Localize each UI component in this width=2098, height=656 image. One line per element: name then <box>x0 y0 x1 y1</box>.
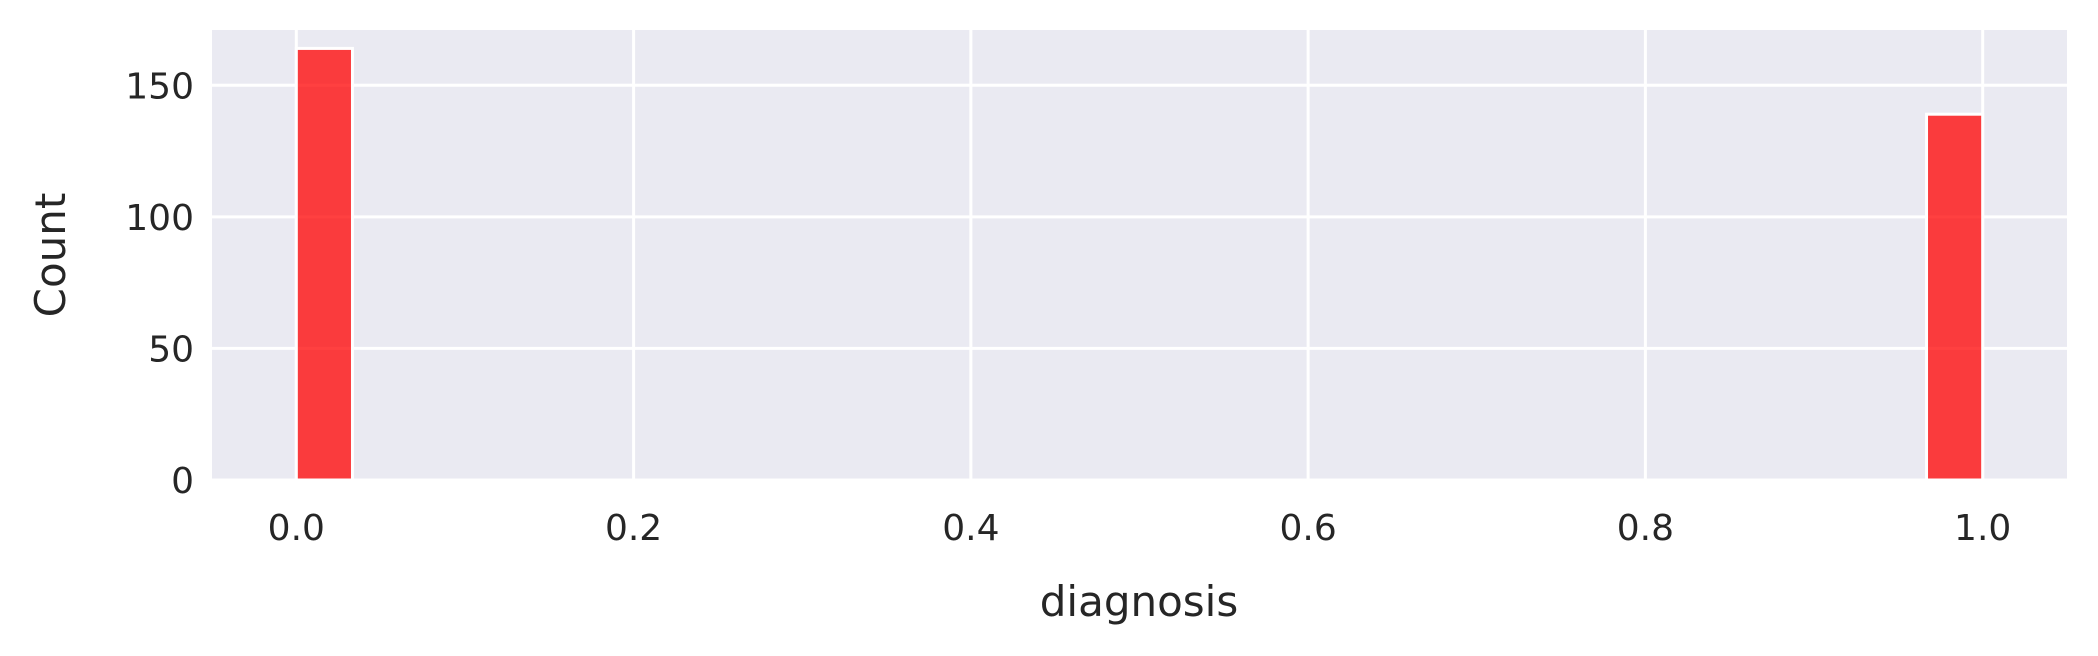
x-axis-ticks: 0.0 0.2 0.4 0.6 0.8 1.0 <box>268 508 2012 549</box>
y-tick-label: 50 <box>148 329 194 370</box>
x-axis-label: diagnosis <box>1040 577 1238 626</box>
plot-area <box>212 30 2067 480</box>
histogram-bars <box>294 46 1985 482</box>
x-tick-label: 0.8 <box>1617 508 1674 549</box>
y-axis-label: Count <box>26 193 75 318</box>
x-tick-label: 0.6 <box>1280 508 1337 549</box>
histogram-bar <box>294 46 354 482</box>
x-tick-label: 0.0 <box>268 508 325 549</box>
x-tick-label: 1.0 <box>1954 508 2011 549</box>
x-tick-label: 0.2 <box>605 508 662 549</box>
y-tick-label: 150 <box>125 66 194 107</box>
y-tick-label: 100 <box>125 198 194 239</box>
y-axis-ticks: 0 50 100 150 <box>125 66 194 502</box>
x-tick-label: 0.4 <box>942 508 999 549</box>
histogram-bar <box>1925 112 1985 482</box>
y-tick-label: 0 <box>171 461 194 502</box>
